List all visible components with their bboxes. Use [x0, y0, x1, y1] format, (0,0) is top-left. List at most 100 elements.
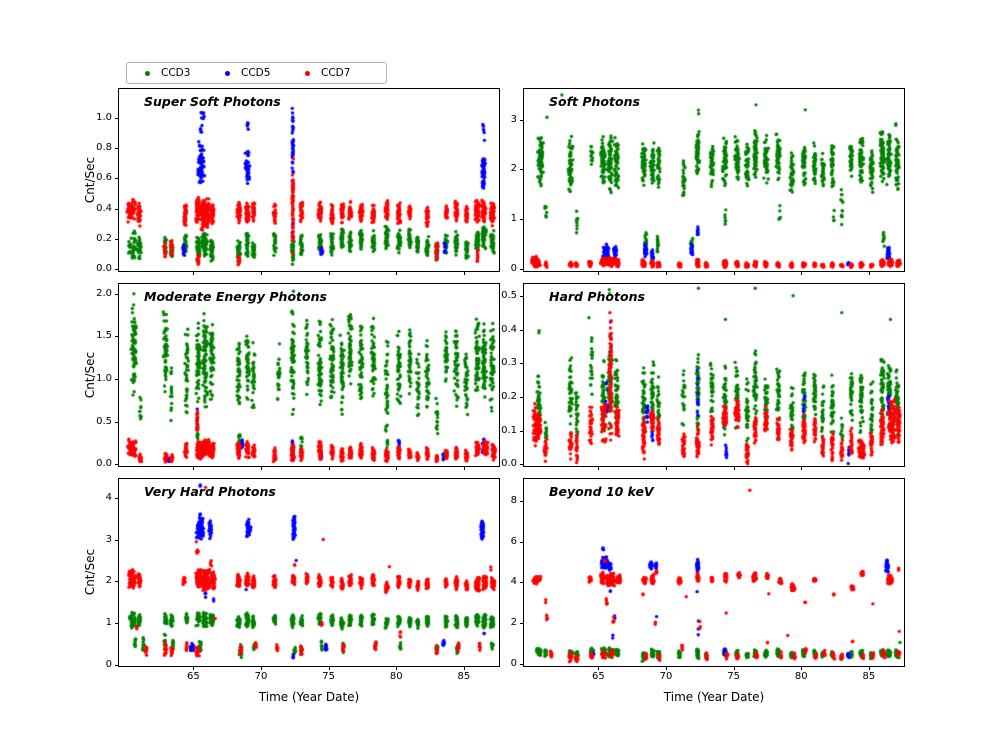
scatter-canvas [119, 479, 499, 666]
x-tick [328, 666, 330, 670]
y-tick-label: 0 [105, 658, 112, 670]
y-tick-label: 2.0 [96, 287, 112, 299]
legend-label-ccd5: CCD5 [241, 66, 271, 79]
x-tick [463, 466, 465, 470]
legend-label-ccd7: CCD7 [321, 66, 351, 79]
y-tick-label: 2 [105, 575, 112, 587]
y-tick-label: 3 [510, 113, 517, 125]
y-tick-label: 1.5 [96, 330, 112, 342]
y-tick [520, 464, 524, 466]
subplot-title: Moderate Energy Photons [144, 289, 327, 304]
y-tick-label: 0 [510, 657, 517, 669]
x-tick [598, 271, 600, 275]
x-tick-label: 80 [794, 671, 808, 682]
x-tick [733, 271, 735, 275]
scatter-canvas [119, 89, 499, 271]
subplot-hard-photons: Hard Photons 0.0 0.1 0.2 0.3 0.4 0.5 [501, 283, 905, 470]
x-tick [193, 666, 195, 670]
x-tick [598, 466, 600, 470]
x-tick [328, 466, 330, 470]
x-tick [801, 666, 803, 670]
y-tick [520, 295, 524, 297]
y-tick [115, 178, 119, 180]
y-tick [115, 539, 119, 541]
x-tick [801, 466, 803, 470]
x-tick [463, 271, 465, 275]
ccd7-marker-icon [305, 70, 310, 76]
y-tick-label: 0.4 [501, 323, 517, 335]
y-tick [115, 497, 119, 499]
legend-entry-ccd7: CCD7 [297, 68, 377, 79]
x-tick [665, 271, 667, 275]
y-axis-label: Cnt/Sec [83, 156, 97, 204]
y-tick [115, 293, 119, 295]
x-tick [733, 466, 735, 470]
y-tick [115, 664, 119, 666]
y-tick-label: 2 [510, 163, 517, 175]
x-tick [665, 466, 667, 470]
x-tick [598, 666, 600, 670]
y-tick [520, 329, 524, 331]
y-tick-label: 1.0 [96, 112, 112, 124]
x-tick-label: 70 [659, 671, 673, 682]
y-tick-label: 1.0 [96, 373, 112, 385]
subplot-beyond-10-kev: Beyond 10 keV 65 70 75 80 85 0 2 4 6 8 [511, 478, 905, 682]
y-tick-label: 3 [105, 533, 112, 545]
y-tick [115, 336, 119, 338]
y-tick-label: 0.0 [96, 262, 112, 274]
legend-entry-ccd5: CCD5 [217, 68, 297, 79]
x-tick-label: 65 [592, 671, 605, 682]
scatter-canvas [524, 284, 904, 466]
x-tick-label: 75 [322, 671, 335, 682]
x-tick [396, 466, 398, 470]
y-tick [115, 208, 119, 210]
y-tick-label: 0 [510, 262, 517, 274]
y-tick-label: 0.0 [96, 458, 112, 470]
y-tick-label: 0.4 [96, 202, 112, 214]
y-tick-label: 0.8 [96, 142, 112, 154]
x-tick [868, 271, 870, 275]
subplot-title: Very Hard Photons [144, 484, 276, 499]
x-tick-label: 85 [862, 671, 876, 682]
y-tick [115, 148, 119, 150]
y-tick [520, 623, 524, 625]
y-tick [115, 379, 119, 381]
y-tick [520, 582, 524, 584]
ccd5-marker-icon [225, 70, 230, 76]
y-tick-label: 0.5 [501, 289, 517, 301]
x-tick [260, 666, 262, 670]
y-axis-label: Cnt/Sec [83, 351, 97, 399]
x-tick [801, 271, 803, 275]
y-tick [115, 581, 119, 583]
y-tick [520, 541, 524, 543]
y-tick-label: 0.2 [501, 390, 517, 402]
x-tick [193, 271, 195, 275]
legend-label-ccd3: CCD3 [161, 66, 191, 79]
y-tick [520, 663, 524, 665]
y-tick-label: 0.2 [96, 232, 112, 244]
y-tick [520, 430, 524, 432]
y-tick-label: 0.3 [501, 357, 517, 369]
y-tick [115, 268, 119, 270]
y-tick-label: 0.5 [96, 415, 112, 427]
subplot-title: Super Soft Photons [144, 94, 281, 109]
scatter-canvas [524, 89, 904, 271]
subplot-soft-photons: Soft Photons 0 1 2 3 [511, 88, 905, 275]
legend: CCD3 CCD5 CCD7 [126, 62, 387, 84]
y-tick [520, 268, 524, 270]
y-tick-label: 2 [510, 617, 517, 629]
y-tick [115, 464, 119, 466]
y-tick [115, 421, 119, 423]
y-tick-label: 0.0 [501, 458, 517, 470]
x-tick [733, 666, 735, 670]
ccd3-marker-icon [145, 70, 150, 76]
subplot-title: Beyond 10 keV [549, 484, 654, 499]
scatter-canvas [524, 479, 904, 666]
x-tick-label: 70 [254, 671, 268, 682]
x-tick [396, 271, 398, 275]
x-tick [868, 466, 870, 470]
x-axis-label: Time (Year Date) [663, 690, 765, 704]
y-tick [520, 119, 524, 121]
x-tick [260, 271, 262, 275]
